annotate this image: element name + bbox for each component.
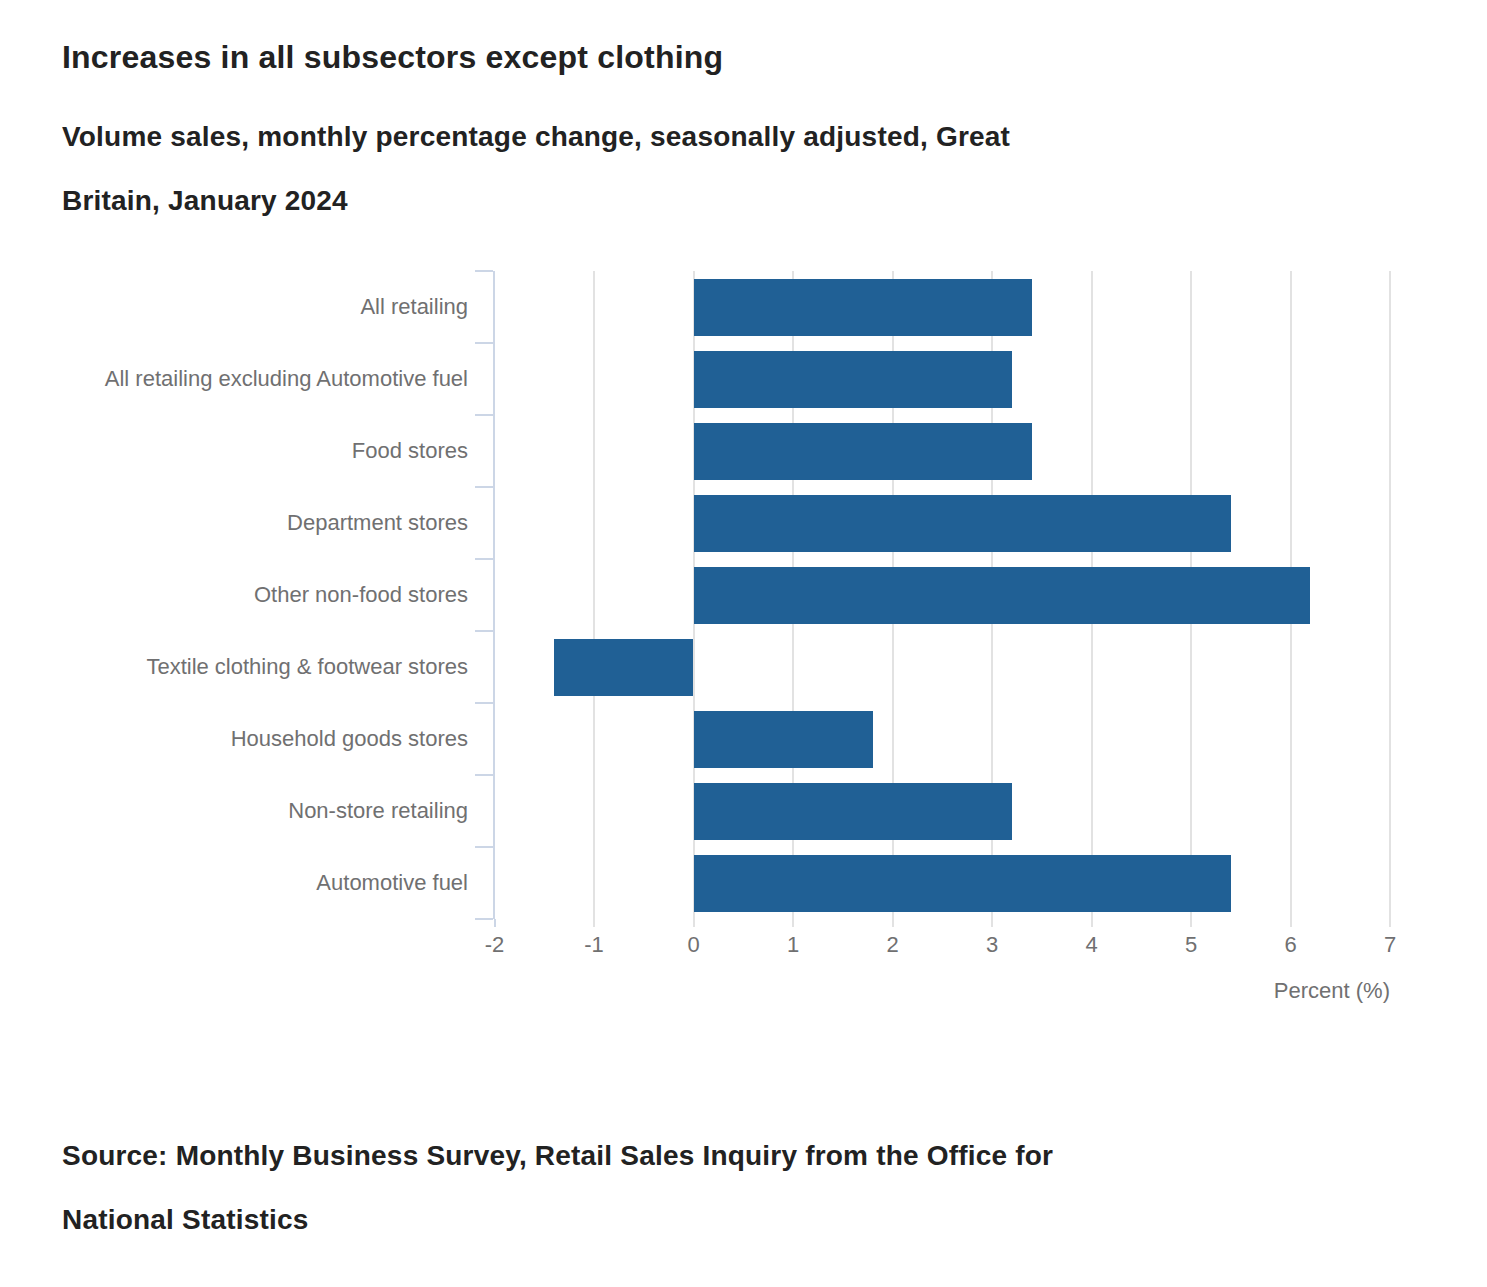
gridline: [593, 271, 595, 919]
y-axis-tick: [475, 846, 493, 848]
y-axis-tick: [475, 270, 493, 272]
source-line-1: Source: Monthly Business Survey, Retail …: [62, 1140, 1053, 1172]
x-axis-tick: [1190, 919, 1192, 927]
y-axis-tick: [475, 918, 493, 920]
category-label: Department stores: [0, 487, 468, 559]
bar-all-retailing-excluding-automotive-fuel: [694, 351, 1012, 408]
bar-textile-clothing-footwear-stores: [554, 639, 693, 696]
y-axis-tick: [475, 342, 493, 344]
x-tick-label: 2: [853, 932, 933, 958]
bar-food-stores: [694, 423, 1032, 480]
x-axis-tick: [1091, 919, 1093, 927]
x-axis-tick: [1389, 919, 1391, 927]
bar-department-stores: [694, 495, 1231, 552]
category-label: Textile clothing & footwear stores: [0, 631, 468, 703]
x-tick-label: 4: [1052, 932, 1132, 958]
source-line-2: National Statistics: [62, 1204, 309, 1236]
y-axis-tick: [475, 630, 493, 632]
x-tick-label: 7: [1350, 932, 1430, 958]
y-axis-tick: [475, 486, 493, 488]
category-label: All retailing excluding Automotive fuel: [0, 343, 468, 415]
x-axis-tick: [1290, 919, 1292, 927]
category-label: Automotive fuel: [0, 847, 468, 919]
category-label: Household goods stores: [0, 703, 468, 775]
x-axis-tick: [991, 919, 993, 927]
bar-household-goods-stores: [694, 711, 873, 768]
y-axis-tick: [475, 414, 493, 416]
y-axis-tick: [475, 774, 493, 776]
x-axis-tick: [892, 919, 894, 927]
x-axis-tick: [792, 919, 794, 927]
category-label: Food stores: [0, 415, 468, 487]
x-axis-title: Percent (%): [1090, 978, 1390, 1004]
y-axis-tick: [475, 702, 493, 704]
bar-all-retailing: [694, 279, 1032, 336]
x-tick-label: 6: [1251, 932, 1331, 958]
x-axis-tick: [693, 919, 695, 927]
x-axis-tick: [593, 919, 595, 927]
x-tick-label: -2: [455, 932, 535, 958]
y-axis-line: [493, 271, 495, 919]
x-tick-label: 5: [1151, 932, 1231, 958]
bar-non-store-retailing: [694, 783, 1012, 840]
x-tick-label: 0: [654, 932, 734, 958]
x-tick-label: 3: [952, 932, 1032, 958]
gridline: [1389, 271, 1391, 919]
category-label: Non-store retailing: [0, 775, 468, 847]
retail-sales-bar-chart: Increases in all subsectors except cloth…: [0, 0, 1487, 1287]
bar-other-non-food-stores: [694, 567, 1311, 624]
bar-automotive-fuel: [694, 855, 1231, 912]
x-axis-tick: [494, 919, 496, 927]
category-label: Other non-food stores: [0, 559, 468, 631]
x-tick-label: -1: [554, 932, 634, 958]
plot-area: All retailingAll retailing excluding Aut…: [0, 0, 1487, 1287]
category-label: All retailing: [0, 271, 468, 343]
x-tick-label: 1: [753, 932, 833, 958]
y-axis-tick: [475, 558, 493, 560]
